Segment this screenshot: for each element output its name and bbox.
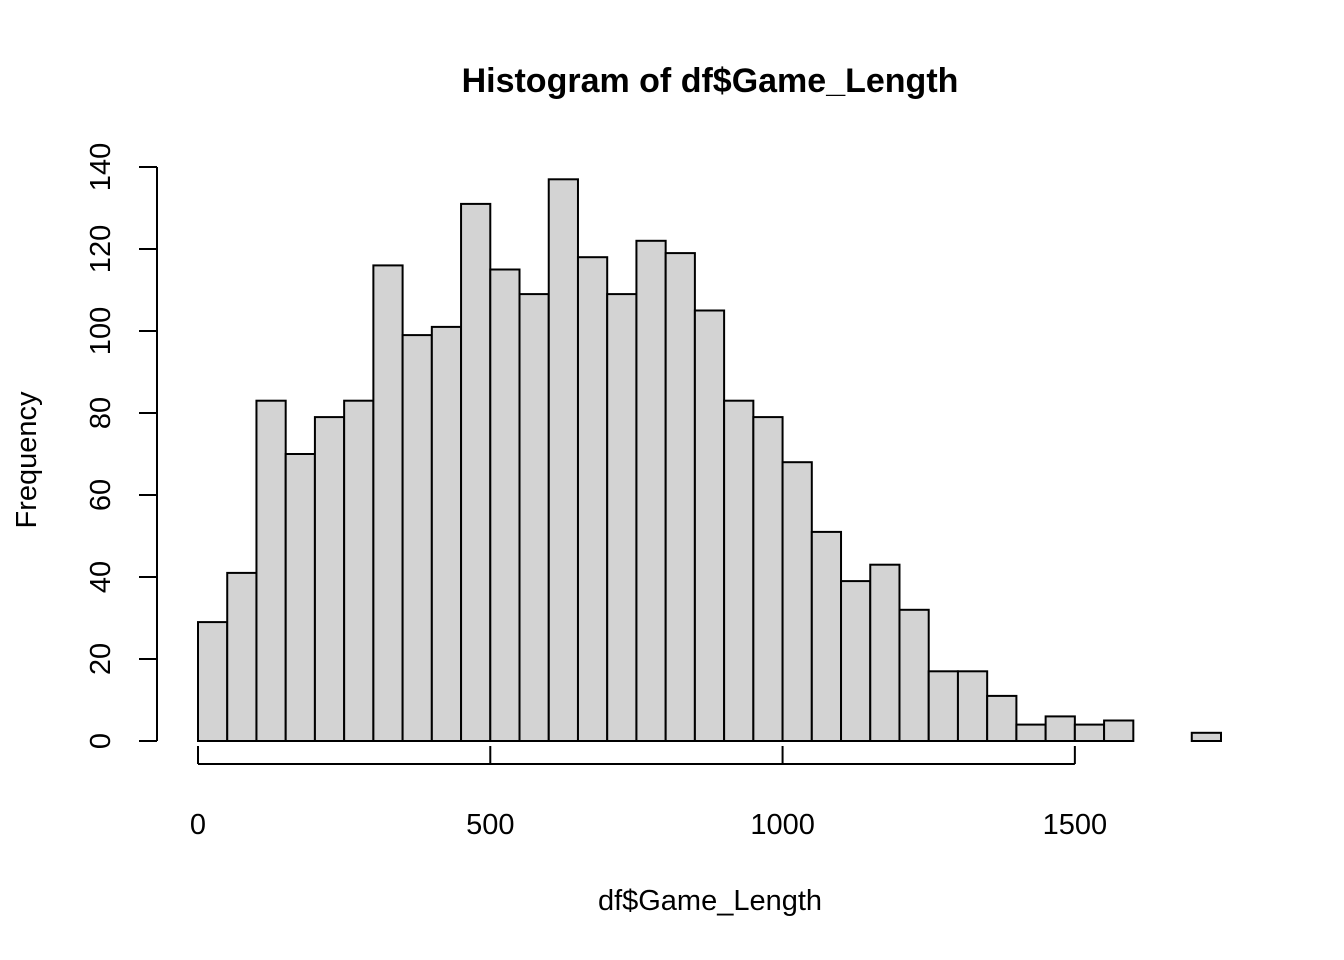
histogram-bar: [664, 252, 696, 742]
histogram-bar: [898, 608, 930, 742]
histogram-bar: [255, 399, 287, 742]
histogram-bar: [576, 256, 609, 742]
y-tick-label: 0: [85, 733, 117, 749]
histogram-bar: [226, 571, 258, 743]
histogram-bar: [752, 416, 784, 742]
histogram-bar: [606, 293, 638, 742]
histogram-bar: [1190, 731, 1223, 742]
histogram-bar: [869, 563, 901, 743]
histogram-bar: [489, 268, 521, 742]
y-tick-label: 100: [85, 307, 117, 355]
histogram-bar: [723, 399, 755, 742]
y-tick-label: 80: [85, 397, 117, 429]
y-tick-label: 40: [85, 561, 117, 593]
histogram-bar: [956, 670, 989, 742]
bars: [197, 178, 1223, 743]
y-axis: 0 20 40 60 80 100 120 140: [85, 143, 158, 749]
x-tick-label: 0: [190, 809, 206, 841]
x-tick-label: 1500: [1043, 809, 1108, 841]
x-tick-label: 500: [466, 809, 514, 841]
y-tick-label: 120: [85, 225, 117, 273]
chart-title: Histogram of df$Game_Length: [462, 62, 959, 100]
histogram-bar: [635, 239, 667, 743]
histogram-bar: [197, 621, 229, 742]
x-tick-label: 1000: [750, 809, 815, 841]
histogram-bar: [547, 178, 579, 743]
histogram-bar: [401, 334, 433, 742]
histogram-bar: [810, 530, 843, 743]
histogram-bar: [460, 202, 492, 742]
histogram-bar: [986, 694, 1018, 743]
histogram-bar: [430, 325, 463, 742]
histogram-bar: [313, 416, 346, 742]
y-tick-label: 60: [85, 479, 117, 511]
histogram-bar: [1103, 719, 1135, 742]
histogram-bar: [1044, 715, 1076, 743]
histogram-bar: [343, 399, 375, 742]
y-tick-label: 140: [85, 143, 117, 191]
histogram-bar: [284, 453, 316, 742]
histogram-bar: [1015, 723, 1047, 742]
histogram-bar: [781, 461, 813, 742]
x-axis-label: df$Game_Length: [598, 885, 822, 917]
histogram-bar: [518, 293, 550, 742]
y-tick-label: 20: [85, 643, 117, 675]
histogram-bar: [840, 580, 872, 742]
histogram-bar: [1073, 723, 1106, 742]
histogram-bar: [693, 309, 726, 742]
histogram-bar: [372, 264, 404, 742]
y-axis-label: Frequency: [11, 391, 43, 529]
x-axis: 0 500 1000 1500: [190, 746, 1107, 841]
histogram-bar: [927, 670, 959, 742]
